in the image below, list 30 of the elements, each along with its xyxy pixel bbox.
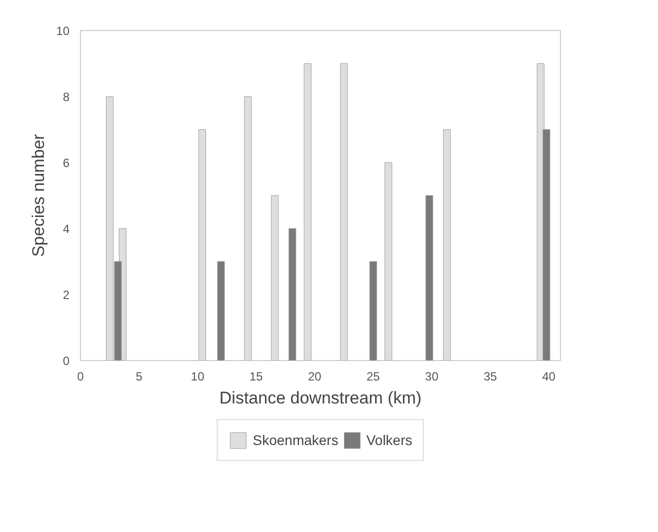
- bar: [304, 63, 312, 360]
- bar: [198, 129, 206, 360]
- bar: [369, 261, 377, 360]
- y-tick-label: 2: [62, 288, 70, 302]
- x-tick-label: 20: [308, 370, 322, 384]
- x-tick-label: 15: [249, 370, 264, 384]
- y-tick-label: 6: [62, 156, 70, 170]
- bar: [340, 63, 348, 360]
- bar: [384, 162, 392, 360]
- bar: [426, 195, 434, 360]
- legend-label: Skoenmakers: [252, 432, 338, 448]
- bar: [244, 96, 252, 360]
- x-tick-label: 25: [366, 370, 380, 384]
- y-tick-label: 8: [62, 90, 70, 104]
- x-tick-label: 35: [484, 370, 498, 384]
- bar: [443, 129, 451, 360]
- x-tick-label: 10: [190, 370, 205, 384]
- x-axis-title: Distance downstream (km): [219, 388, 422, 408]
- y-tick-label: 10: [56, 24, 70, 38]
- bar: [288, 228, 296, 360]
- x-tick-label: 30: [425, 370, 439, 384]
- bar: [271, 195, 279, 360]
- legend-label: Volkers: [366, 432, 412, 448]
- y-tick-label: 0: [62, 354, 70, 368]
- x-tick-label: 0: [77, 370, 84, 384]
- bar: [217, 261, 225, 360]
- x-tick-label: 40: [542, 370, 556, 384]
- y-tick-label: 4: [62, 222, 70, 236]
- y-axis-title: Species number: [29, 134, 48, 257]
- x-tick-label: 5: [136, 370, 143, 384]
